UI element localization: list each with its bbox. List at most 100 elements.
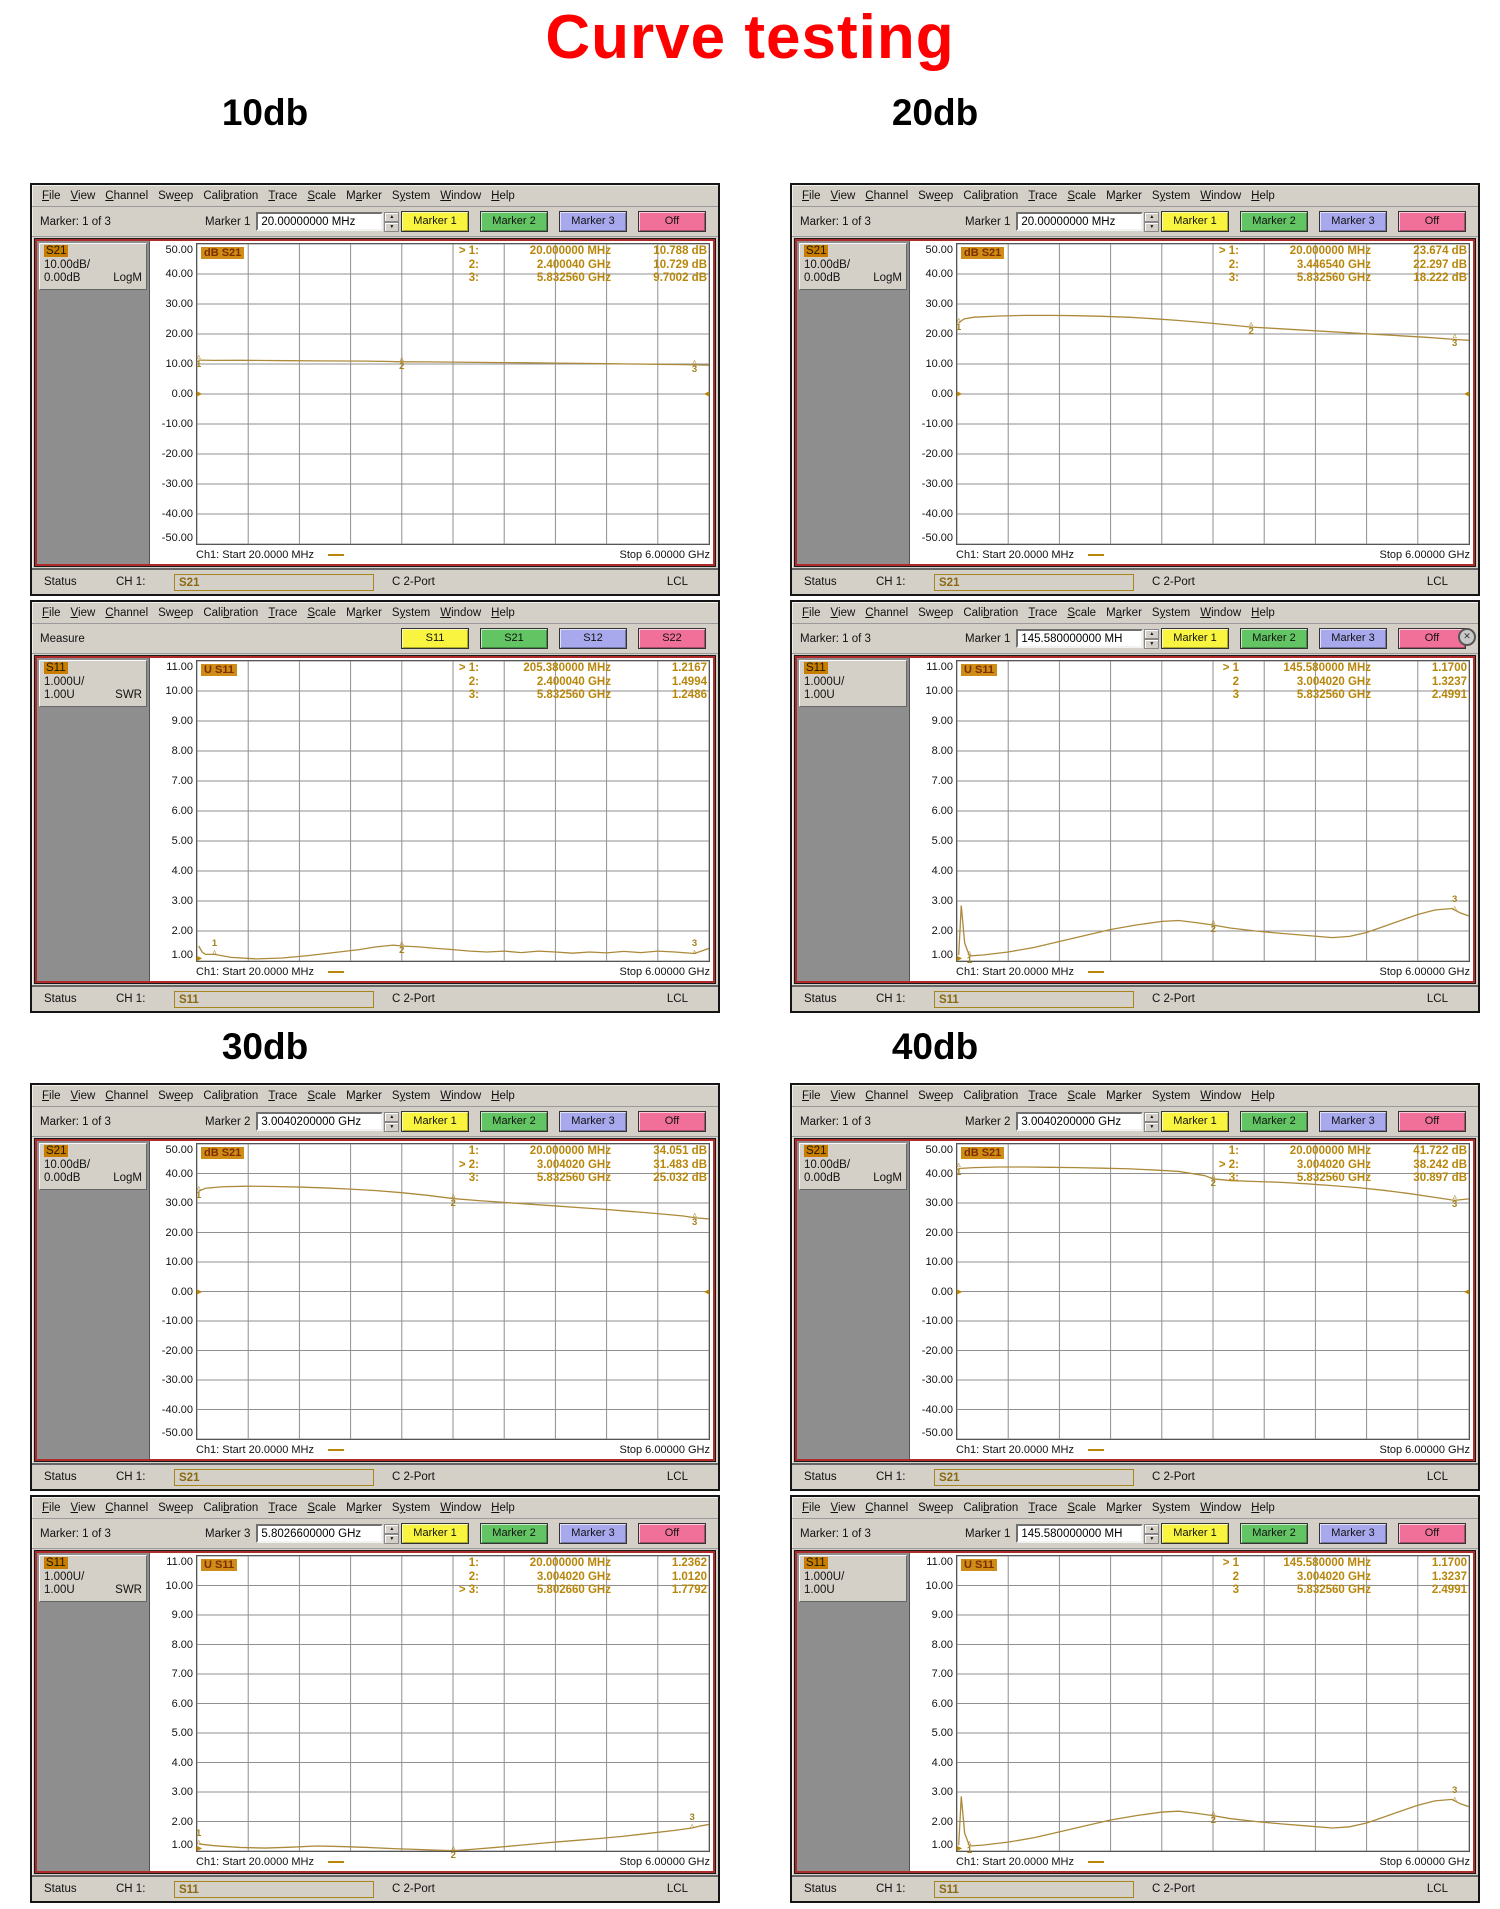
marker-1-button[interactable]: Marker 1: [401, 1523, 469, 1544]
menu-trace[interactable]: Trace: [1028, 607, 1057, 619]
menu-system[interactable]: System: [392, 1502, 430, 1514]
menu-trace[interactable]: Trace: [268, 1502, 297, 1514]
menu-help[interactable]: Help: [1251, 607, 1275, 619]
menu-help[interactable]: Help: [1251, 190, 1275, 202]
s21-button[interactable]: S21: [480, 628, 548, 649]
spinner-down-button[interactable]: ▼: [1144, 639, 1160, 649]
marker-2-button[interactable]: Marker 2: [1240, 628, 1308, 649]
menu-file[interactable]: File: [42, 1502, 61, 1514]
menu-window[interactable]: Window: [440, 1502, 481, 1514]
menu-help[interactable]: Help: [491, 190, 515, 202]
menu-trace[interactable]: Trace: [1028, 190, 1057, 202]
menu-trace[interactable]: Trace: [1028, 1090, 1057, 1102]
marker-frequency-input[interactable]: [1016, 212, 1144, 231]
menu-marker[interactable]: Marker: [1106, 1502, 1142, 1514]
marker-frequency-input[interactable]: [1016, 629, 1144, 648]
menu-sweep[interactable]: Sweep: [918, 1502, 953, 1514]
off-button[interactable]: Off: [1398, 211, 1466, 232]
marker-3-button[interactable]: Marker 3: [559, 211, 627, 232]
menu-trace[interactable]: Trace: [268, 607, 297, 619]
menu-window[interactable]: Window: [1200, 607, 1241, 619]
menu-scale[interactable]: Scale: [307, 190, 336, 202]
menu-marker[interactable]: Marker: [1106, 607, 1142, 619]
menu-window[interactable]: Window: [1200, 190, 1241, 202]
spinner-down-button[interactable]: ▼: [1144, 1534, 1160, 1544]
menu-system[interactable]: System: [392, 607, 430, 619]
menu-scale[interactable]: Scale: [1067, 1090, 1096, 1102]
menu-marker[interactable]: Marker: [346, 1502, 382, 1514]
spinner-up-button[interactable]: ▲: [1144, 212, 1160, 222]
menu-view[interactable]: View: [71, 1090, 96, 1102]
menu-sweep[interactable]: Sweep: [158, 1090, 193, 1102]
spinner-up-button[interactable]: ▲: [384, 1524, 400, 1534]
menu-view[interactable]: View: [71, 607, 96, 619]
marker-1-button[interactable]: Marker 1: [401, 1111, 469, 1132]
menu-channel[interactable]: Channel: [865, 1502, 908, 1514]
marker-1-button[interactable]: Marker 1: [1161, 211, 1229, 232]
menu-calibration[interactable]: Calibration: [203, 1090, 258, 1102]
menu-sweep[interactable]: Sweep: [158, 1502, 193, 1514]
menu-view[interactable]: View: [831, 1090, 856, 1102]
menu-channel[interactable]: Channel: [865, 1090, 908, 1102]
menu-channel[interactable]: Channel: [105, 607, 148, 619]
menu-marker[interactable]: Marker: [346, 1090, 382, 1102]
marker-3-button[interactable]: Marker 3: [1319, 211, 1387, 232]
marker-2-button[interactable]: Marker 2: [1240, 1111, 1308, 1132]
menu-marker[interactable]: Marker: [346, 190, 382, 202]
s22-button[interactable]: S22: [638, 628, 706, 649]
menu-window[interactable]: Window: [1200, 1090, 1241, 1102]
marker-frequency-input[interactable]: [256, 212, 384, 231]
marker-3-button[interactable]: Marker 3: [1319, 1111, 1387, 1132]
menu-channel[interactable]: Channel: [865, 190, 908, 202]
marker-2-button[interactable]: Marker 2: [1240, 1523, 1308, 1544]
menu-system[interactable]: System: [392, 190, 430, 202]
menu-scale[interactable]: Scale: [1067, 607, 1096, 619]
menu-trace[interactable]: Trace: [1028, 1502, 1057, 1514]
marker-3-button[interactable]: Marker 3: [559, 1523, 627, 1544]
spinner-up-button[interactable]: ▲: [384, 1112, 400, 1122]
menu-calibration[interactable]: Calibration: [963, 1502, 1018, 1514]
marker-1-button[interactable]: Marker 1: [1161, 628, 1229, 649]
menu-help[interactable]: Help: [1251, 1090, 1275, 1102]
menu-file[interactable]: File: [802, 1502, 821, 1514]
marker-1-button[interactable]: Marker 1: [401, 211, 469, 232]
menu-file[interactable]: File: [42, 190, 61, 202]
menu-window[interactable]: Window: [440, 190, 481, 202]
menu-sweep[interactable]: Sweep: [158, 190, 193, 202]
spinner-up-button[interactable]: ▲: [1144, 1112, 1160, 1122]
menu-calibration[interactable]: Calibration: [203, 190, 258, 202]
spinner-up-button[interactable]: ▲: [384, 212, 400, 222]
off-button[interactable]: Off: [1398, 1523, 1466, 1544]
spinner-down-button[interactable]: ▼: [1144, 1122, 1160, 1132]
menu-channel[interactable]: Channel: [865, 607, 908, 619]
marker-3-button[interactable]: Marker 3: [559, 1111, 627, 1132]
menu-sweep[interactable]: Sweep: [158, 607, 193, 619]
marker-2-button[interactable]: Marker 2: [1240, 211, 1308, 232]
marker-2-button[interactable]: Marker 2: [480, 1111, 548, 1132]
marker-1-button[interactable]: Marker 1: [1161, 1523, 1229, 1544]
menu-help[interactable]: Help: [1251, 1502, 1275, 1514]
menu-trace[interactable]: Trace: [268, 1090, 297, 1102]
spinner-up-button[interactable]: ▲: [1144, 629, 1160, 639]
menu-marker[interactable]: Marker: [1106, 1090, 1142, 1102]
close-icon[interactable]: ✕: [1458, 628, 1476, 646]
menu-sweep[interactable]: Sweep: [918, 190, 953, 202]
s12-button[interactable]: S12: [559, 628, 627, 649]
marker-2-button[interactable]: Marker 2: [480, 1523, 548, 1544]
menu-view[interactable]: View: [831, 607, 856, 619]
menu-calibration[interactable]: Calibration: [203, 607, 258, 619]
off-button[interactable]: Off: [638, 1111, 706, 1132]
menu-view[interactable]: View: [71, 190, 96, 202]
menu-marker[interactable]: Marker: [1106, 190, 1142, 202]
menu-system[interactable]: System: [1152, 190, 1190, 202]
menu-channel[interactable]: Channel: [105, 1502, 148, 1514]
menu-calibration[interactable]: Calibration: [203, 1502, 258, 1514]
menu-view[interactable]: View: [831, 1502, 856, 1514]
menu-marker[interactable]: Marker: [346, 607, 382, 619]
menu-system[interactable]: System: [392, 1090, 430, 1102]
spinner-down-button[interactable]: ▼: [384, 1122, 400, 1132]
marker-frequency-input[interactable]: [1016, 1112, 1144, 1131]
menu-scale[interactable]: Scale: [307, 1090, 336, 1102]
marker-3-button[interactable]: Marker 3: [1319, 1523, 1387, 1544]
menu-sweep[interactable]: Sweep: [918, 1090, 953, 1102]
